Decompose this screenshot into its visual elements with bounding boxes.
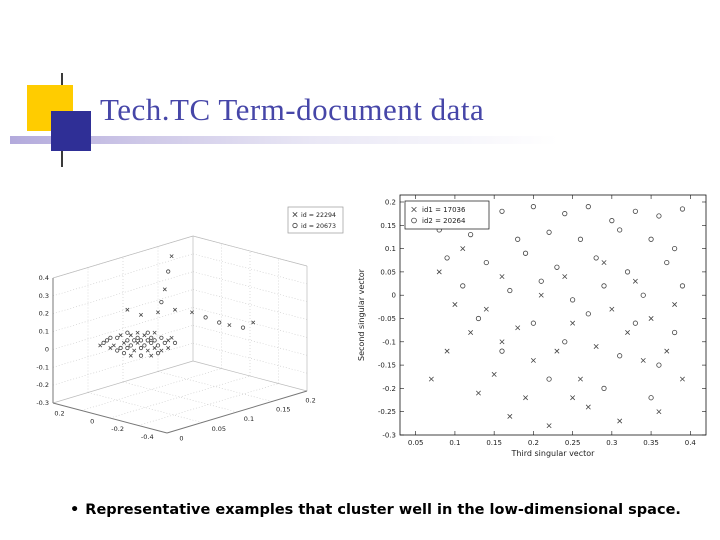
- svg-text:0.25: 0.25: [565, 439, 581, 447]
- svg-text:0.3: 0.3: [606, 439, 617, 447]
- svg-text:0.1: 0.1: [244, 415, 254, 423]
- title-underline-bar: [10, 136, 558, 144]
- svg-text:0.15: 0.15: [276, 406, 290, 414]
- svg-text:0.15: 0.15: [486, 439, 502, 447]
- svg-text:id1 = 17036: id1 = 17036: [422, 206, 466, 214]
- svg-text:0.2: 0.2: [305, 397, 315, 405]
- svg-text:0.4: 0.4: [39, 274, 49, 282]
- decorative-indigo-square: [51, 111, 91, 151]
- svg-text:0.2: 0.2: [385, 198, 396, 206]
- bullet-marker: •: [70, 502, 80, 518]
- svg-text:0.35: 0.35: [643, 439, 659, 447]
- svg-text:id = 20673: id = 20673: [301, 223, 336, 230]
- svg-text:-0.2: -0.2: [111, 425, 124, 433]
- svg-text:0.1: 0.1: [385, 245, 396, 253]
- svg-text:-0.1: -0.1: [382, 338, 396, 346]
- svg-text:Second singular vector: Second singular vector: [357, 268, 366, 361]
- slide-title: Tech.TC Term-document data: [100, 92, 485, 127]
- bullet-text: Representative examples that cluster wel…: [85, 502, 681, 518]
- svg-text:0.1: 0.1: [449, 439, 460, 447]
- svg-text:Third singular vector: Third singular vector: [511, 449, 596, 458]
- svg-text:0: 0: [179, 434, 183, 442]
- svg-text:id = 22294: id = 22294: [301, 212, 336, 219]
- svg-text:0: 0: [392, 292, 396, 300]
- left-3d-scatter-figure: 0.4 0.3 0.2 0.1 0 -0.1 -0.2 -0.3 0.2 0 -0.2 -0.4 0 0.…: [36, 206, 344, 442]
- svg-text:0.05: 0.05: [380, 268, 396, 276]
- svg-text:0.4: 0.4: [685, 439, 697, 447]
- svg-text:-0.2: -0.2: [36, 381, 49, 389]
- svg-text:-0.25: -0.25: [378, 408, 396, 416]
- svg-text:-0.2: -0.2: [382, 385, 396, 393]
- svg-text:-0.05: -0.05: [378, 315, 396, 323]
- right-2d-scatter-figure: 0.05 0.1 0.15 0.2 0.25 0.3 0.35 0.4 0.2 0.15 0.1 0.…: [357, 194, 707, 458]
- svg-text:0.05: 0.05: [212, 425, 226, 433]
- svg-text:-0.4: -0.4: [141, 433, 154, 441]
- svg-text:id2 = 20264: id2 = 20264: [422, 217, 466, 225]
- svg-text:0.15: 0.15: [380, 222, 396, 230]
- svg-text:0.3: 0.3: [39, 292, 49, 300]
- svg-text:-0.15: -0.15: [378, 362, 396, 370]
- svg-text:0.2: 0.2: [39, 310, 49, 318]
- svg-text:-0.3: -0.3: [36, 399, 49, 407]
- svg-text:0.1: 0.1: [39, 328, 49, 336]
- svg-text:0: 0: [90, 417, 94, 425]
- svg-text:0.2: 0.2: [54, 410, 64, 418]
- svg-text:-0.3: -0.3: [382, 432, 396, 440]
- svg-text:0: 0: [45, 345, 49, 353]
- bullet-line: • Representative examples that cluster we…: [70, 502, 690, 518]
- svg-text:0.05: 0.05: [408, 439, 424, 447]
- svg-text:0.2: 0.2: [528, 439, 539, 447]
- svg-text:-0.1: -0.1: [36, 363, 49, 371]
